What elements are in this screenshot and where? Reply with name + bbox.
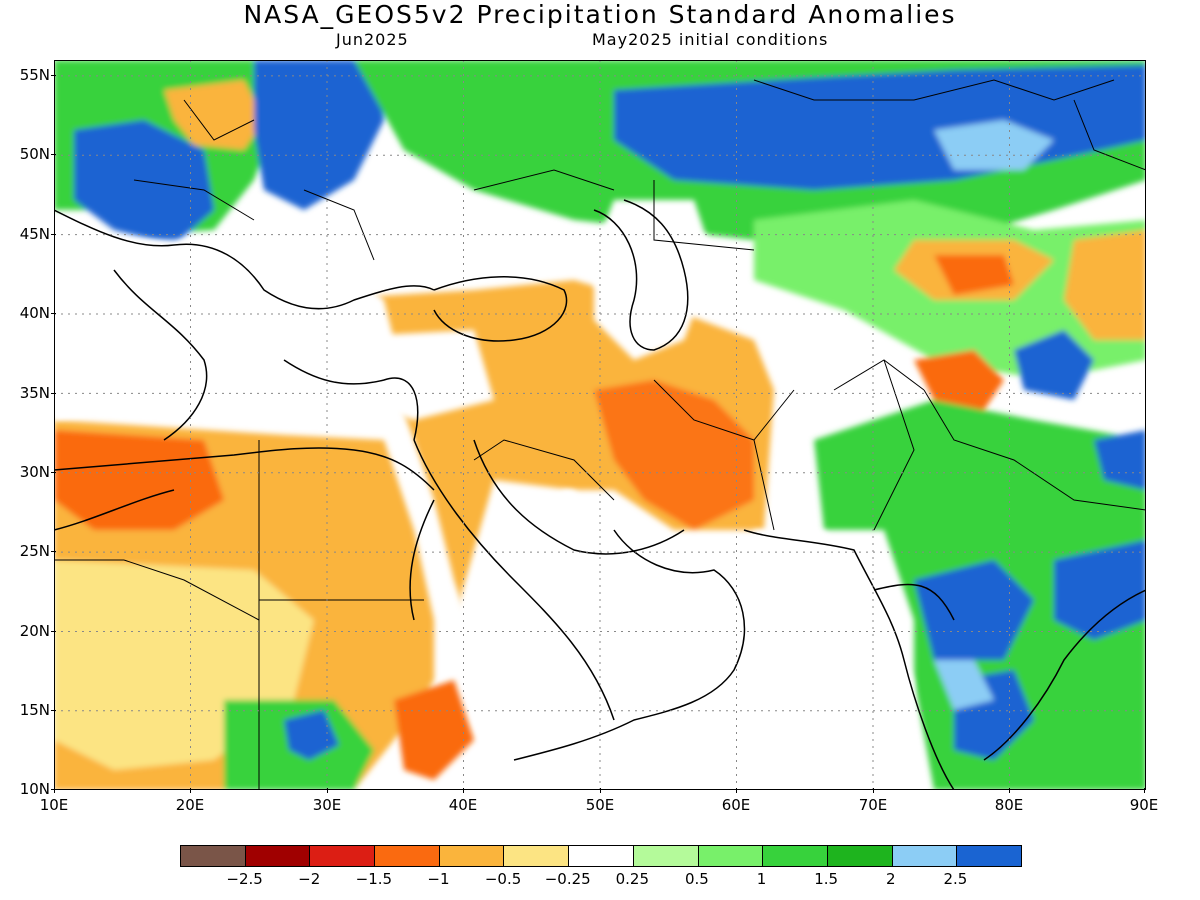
russia-lightblue <box>934 120 1054 170</box>
borders <box>54 79 1146 790</box>
legend-label-7: 0.5 <box>684 870 709 888</box>
legend-label-2: −1.5 <box>355 870 393 888</box>
lat-label-50n: 50N <box>2 145 56 163</box>
lat-label-15n: 15N <box>2 701 56 719</box>
anomaly-map <box>54 60 1146 790</box>
lat-label-25n: 25N <box>2 542 56 560</box>
europe-dry-field <box>164 80 264 150</box>
lat-label-30n: 30N <box>2 463 56 481</box>
lon-label-40e: 40E <box>433 788 493 814</box>
lat-label-10n: 10N <box>2 780 56 798</box>
legend-swatch-6 <box>569 846 634 866</box>
pakistan-dry <box>914 350 1004 410</box>
legend-swatch-11 <box>892 846 958 866</box>
iran-dry <box>594 380 754 530</box>
legend-label-5: −0.25 <box>544 870 591 888</box>
legend-swatch-4 <box>439 846 505 866</box>
east-dry <box>1064 230 1146 340</box>
color-legend <box>180 845 1022 867</box>
legend-label-10: 2 <box>885 870 896 888</box>
legend-swatch-0 <box>181 846 246 866</box>
initial-conditions: May2025 initial conditions <box>592 30 829 49</box>
legend-swatch-10 <box>827 846 893 866</box>
lon-label-60e: 60E <box>706 788 766 814</box>
india-blue-2 <box>1054 540 1146 640</box>
lon-label-80e: 80E <box>979 788 1039 814</box>
lon-label-10e: 10E <box>24 788 84 814</box>
legend-swatch-1 <box>245 846 311 866</box>
lon-label-30e: 30E <box>297 788 357 814</box>
europe-very-wet <box>74 120 214 245</box>
legend-label-6: 0.25 <box>615 870 649 888</box>
lat-label-40n: 40N <box>2 304 56 322</box>
map-title: NASA_GEOS5v2 Precipitation Standard Anom… <box>243 0 957 29</box>
legend-label-9: 1.5 <box>814 870 839 888</box>
legend-swatch-7 <box>633 846 699 866</box>
lon-label-70e: 70E <box>843 788 903 814</box>
lat-label-20n: 20N <box>2 622 56 640</box>
libya-dry <box>54 430 224 530</box>
legend-swatch-2 <box>310 846 376 866</box>
tibet-blue <box>1094 430 1146 490</box>
coastlines <box>54 199 1146 790</box>
tibet-blue-2 <box>1014 330 1094 400</box>
lat-label-45n: 45N <box>2 225 56 243</box>
lon-label-50e: 50E <box>570 788 630 814</box>
lat-label-55n: 55N <box>2 66 56 84</box>
legend-swatch-12 <box>957 846 1021 866</box>
graticule <box>54 60 1146 790</box>
forecast-month: Jun2025 <box>336 30 409 49</box>
legend-swatch-3 <box>375 846 440 866</box>
india-blue-1 <box>914 560 1034 660</box>
legend-label-1: −2 <box>298 870 321 888</box>
legend-label-8: 1 <box>756 870 767 888</box>
lon-label-20e: 20E <box>160 788 220 814</box>
ethiopia-dry <box>394 680 474 780</box>
legend-label-11: 2.5 <box>943 870 968 888</box>
lat-label-35n: 35N <box>2 384 56 402</box>
eastern-europe-wet <box>254 60 384 210</box>
kyrgyz-dry <box>934 255 1014 295</box>
legend-label-3: −1 <box>427 870 450 888</box>
sudan-blue <box>284 710 339 760</box>
india-lightblue <box>934 660 994 710</box>
legend-label-4: −0.5 <box>484 870 522 888</box>
lon-label-90e: 90E <box>1114 788 1174 814</box>
legend-swatch-8 <box>698 846 764 866</box>
legend-swatch-5 <box>504 846 570 866</box>
legend-swatch-9 <box>763 846 828 866</box>
legend-label-0: −2.5 <box>226 870 263 888</box>
